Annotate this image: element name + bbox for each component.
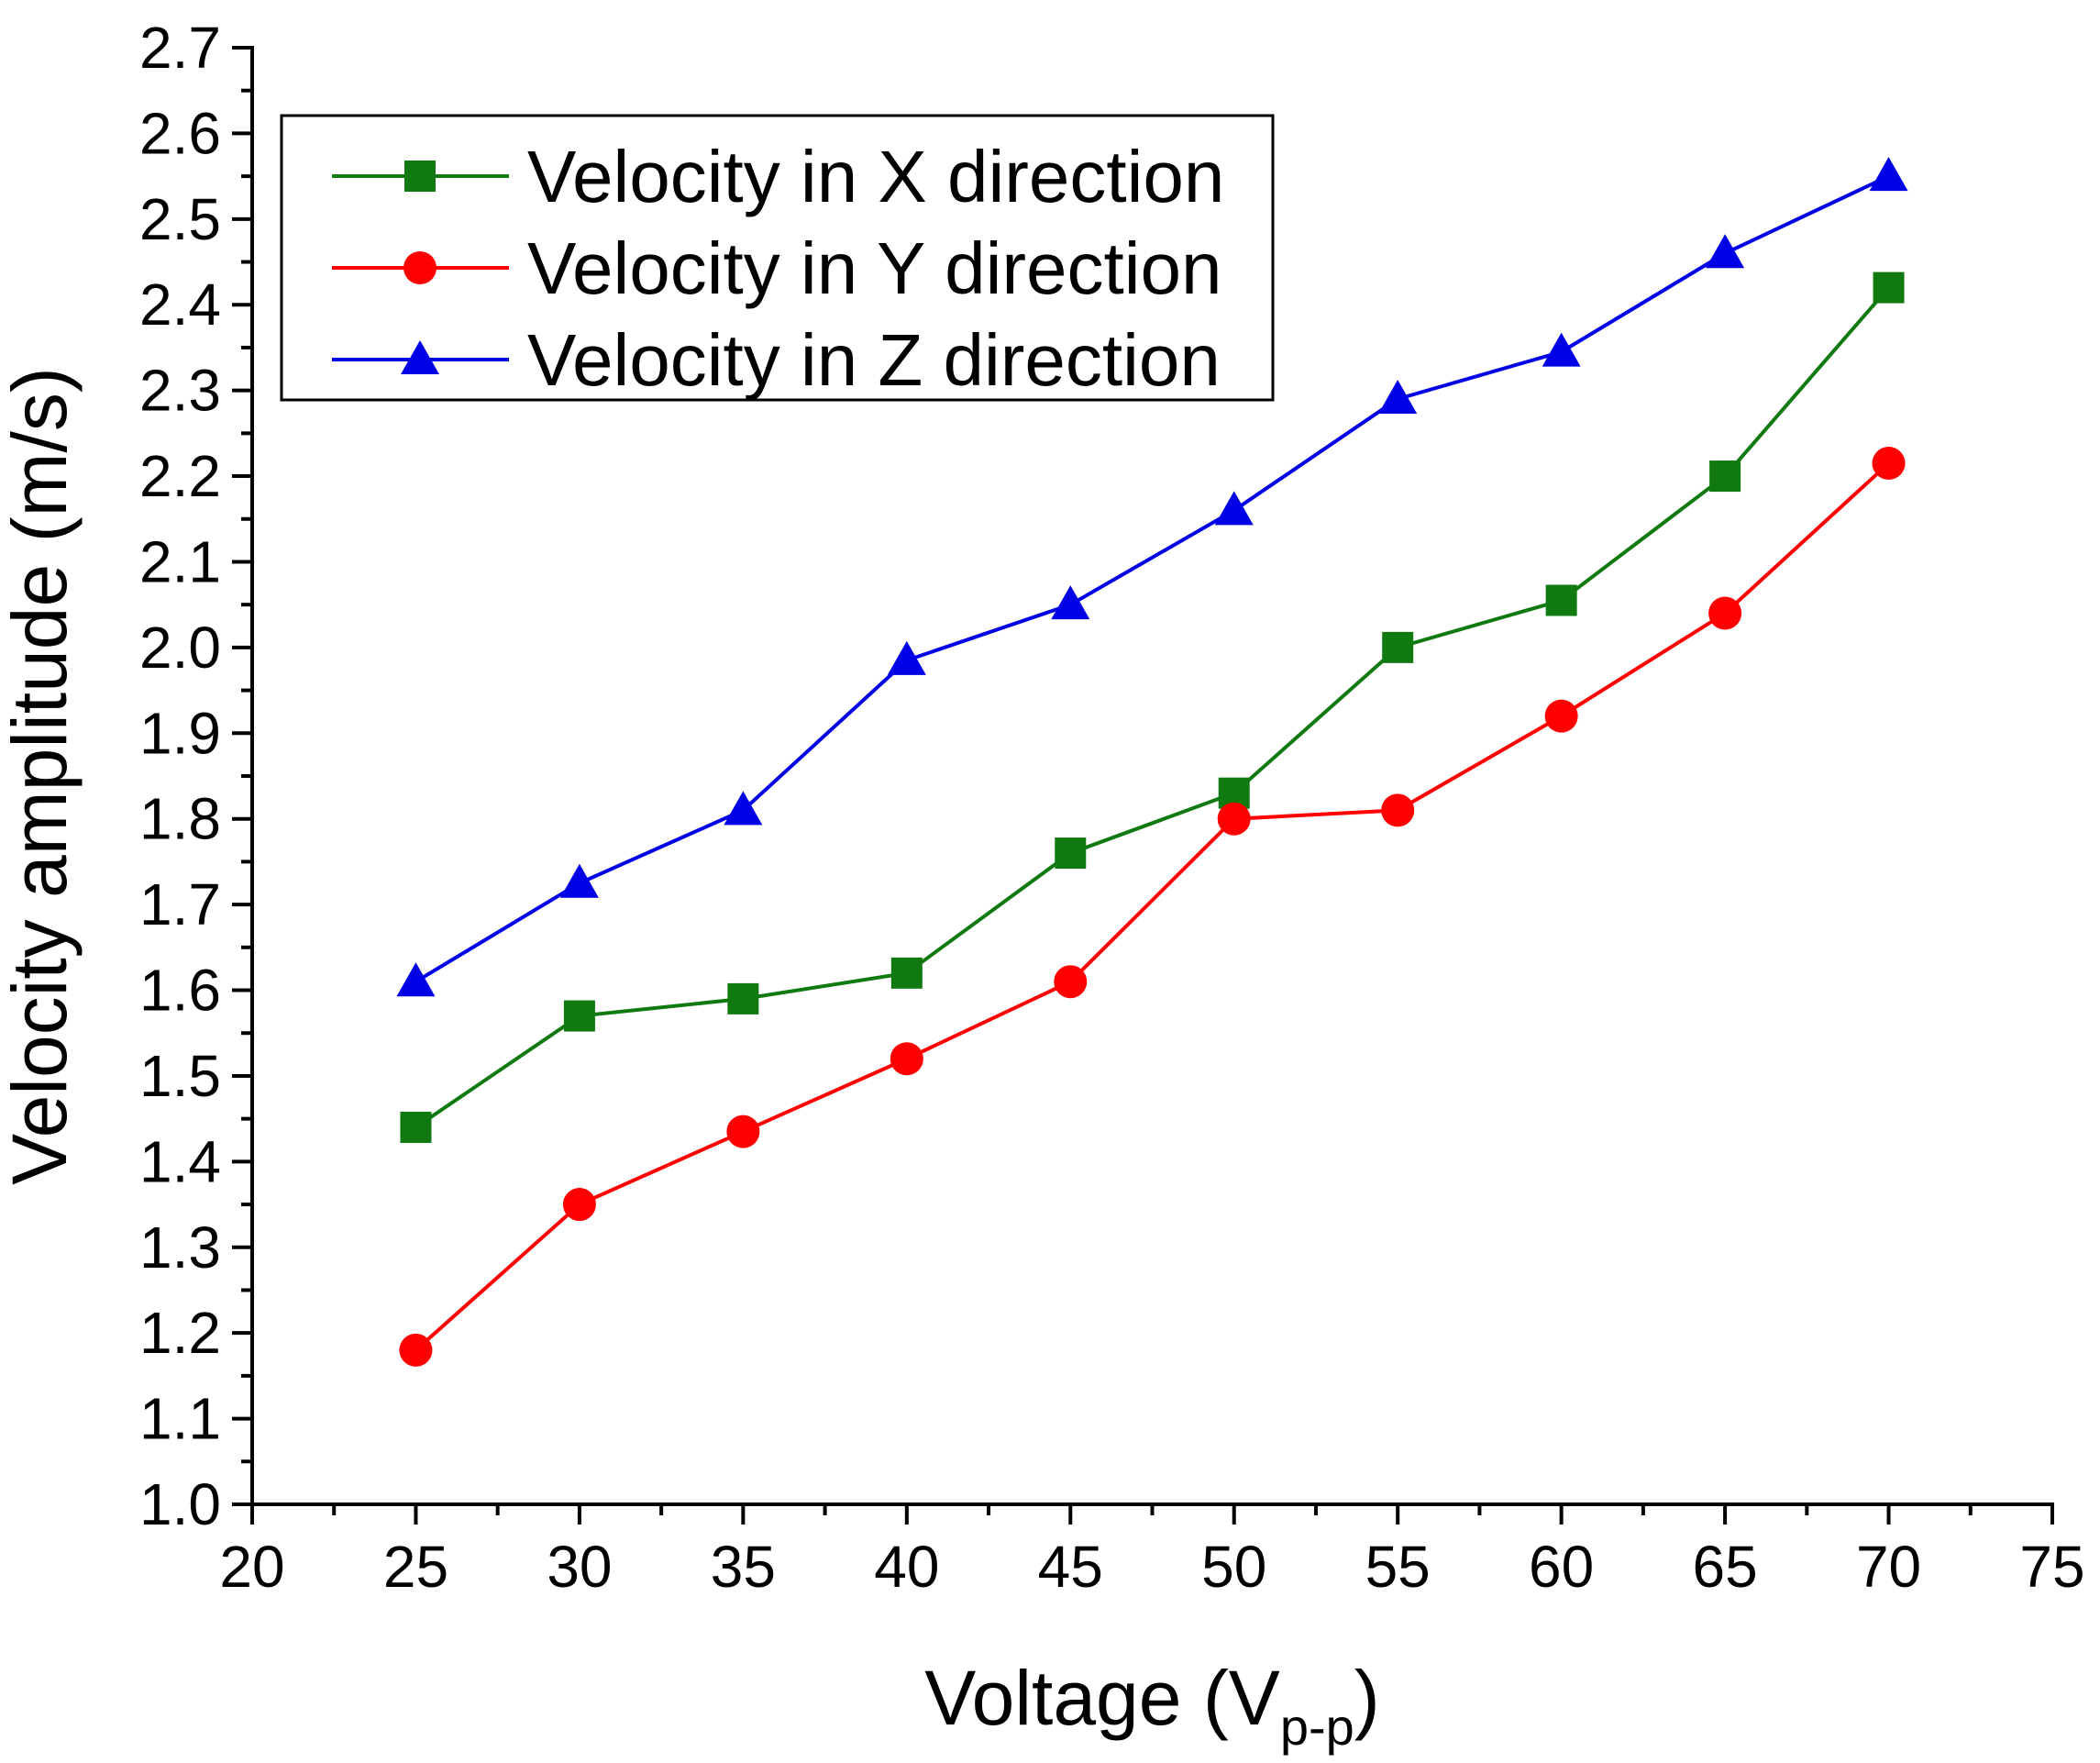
data-point bbox=[400, 1111, 432, 1143]
x-tick-label: 20 bbox=[219, 1534, 284, 1600]
data-point bbox=[1378, 379, 1418, 414]
series-square bbox=[400, 272, 1905, 1143]
data-point bbox=[1873, 272, 1905, 304]
legend-marker bbox=[403, 251, 437, 284]
x-tick-label: 30 bbox=[547, 1534, 612, 1600]
y-tick-label: 2.0 bbox=[139, 615, 221, 681]
data-point bbox=[727, 982, 759, 1015]
data-point bbox=[1872, 447, 1906, 481]
x-axis-title-close: ) bbox=[1354, 1655, 1380, 1741]
x-tick-label: 40 bbox=[874, 1534, 939, 1600]
data-point bbox=[1214, 491, 1254, 526]
y-tick-label: 2.4 bbox=[139, 272, 221, 338]
legend: Velocity in X direction Velocity in Y dir… bbox=[280, 114, 1275, 402]
legend-label: Velocity in X direction bbox=[527, 136, 1224, 217]
axes: 20 25 30 35 40 45 50 55 60 65 70 75 1.0 1.1 1.2 1.3 1.4 1… bbox=[139, 15, 2085, 1600]
y-tick-label: 2.7 bbox=[139, 15, 221, 81]
x-axis-title-subscript: p-p bbox=[1280, 1698, 1354, 1756]
x-tick-label: 75 bbox=[2019, 1534, 2084, 1600]
series-line bbox=[414, 286, 1891, 1129]
data-point bbox=[1544, 699, 1578, 733]
data-point bbox=[726, 1114, 760, 1148]
data-point bbox=[1382, 631, 1414, 663]
x-tick-label: 35 bbox=[711, 1534, 776, 1600]
legend-label: Velocity in Z direction bbox=[527, 319, 1221, 401]
y-tick-label: 2.5 bbox=[139, 186, 221, 252]
y-tick-label: 1.9 bbox=[139, 700, 221, 766]
data-point bbox=[1051, 585, 1090, 620]
x-tick-label: 55 bbox=[1365, 1534, 1431, 1600]
y-tick-label: 1.8 bbox=[139, 786, 221, 852]
y-tick-label: 2.1 bbox=[139, 528, 221, 594]
legend-marker bbox=[404, 161, 436, 192]
data-point bbox=[559, 863, 599, 898]
y-tick-label: 1.1 bbox=[139, 1386, 221, 1452]
y-tick-label: 2.3 bbox=[139, 358, 221, 424]
data-point bbox=[1542, 332, 1581, 367]
data-point bbox=[1869, 157, 1908, 192]
data-point bbox=[562, 1188, 596, 1222]
data-point bbox=[890, 957, 923, 989]
series-triangle bbox=[396, 157, 1908, 997]
data-point bbox=[724, 791, 763, 826]
y-tick-label: 1.7 bbox=[139, 871, 221, 937]
x-tick-label: 70 bbox=[1856, 1534, 1921, 1600]
x-tick-label: 60 bbox=[1529, 1534, 1594, 1600]
data-point bbox=[887, 640, 926, 675]
y-axis-title: Velocity amplitude (m/s) bbox=[0, 367, 83, 1185]
y-tick-label: 1.5 bbox=[139, 1043, 221, 1109]
data-point bbox=[563, 1000, 595, 1032]
y-tick-label: 2.6 bbox=[139, 100, 221, 166]
data-point bbox=[890, 1042, 923, 1076]
series-layer bbox=[396, 157, 1908, 1367]
y-tick-label: 1.2 bbox=[139, 1300, 221, 1366]
y-tick-label: 1.0 bbox=[139, 1471, 221, 1537]
data-point bbox=[1217, 802, 1251, 836]
data-point bbox=[1381, 793, 1415, 827]
legend-box bbox=[280, 114, 1275, 402]
data-point bbox=[396, 962, 436, 997]
series-circle bbox=[399, 447, 1906, 1367]
series-line bbox=[414, 461, 1890, 1352]
x-axis-title: Voltage (Vp-p) bbox=[924, 1655, 1380, 1756]
data-point bbox=[1708, 596, 1742, 630]
legend-marker bbox=[401, 340, 439, 374]
series-line bbox=[414, 174, 1890, 983]
data-point bbox=[1054, 965, 1088, 999]
data-point bbox=[1545, 584, 1577, 616]
y-tick-label: 1.3 bbox=[139, 1214, 221, 1281]
y-tick-label: 1.6 bbox=[139, 958, 221, 1024]
data-point bbox=[1055, 837, 1087, 870]
x-tick-label: 65 bbox=[1692, 1534, 1757, 1600]
legend-label: Velocity in Y direction bbox=[527, 227, 1222, 309]
data-point bbox=[399, 1333, 433, 1367]
x-tick-label: 25 bbox=[383, 1534, 448, 1600]
data-point bbox=[1706, 234, 1745, 269]
x-axis-title-main: Voltage (V bbox=[924, 1655, 1280, 1741]
x-tick-label: 45 bbox=[1038, 1534, 1103, 1600]
y-tick-label: 2.2 bbox=[139, 443, 221, 509]
data-point bbox=[1709, 460, 1741, 493]
y-tick-label: 1.4 bbox=[139, 1128, 221, 1194]
x-tick-label: 50 bbox=[1201, 1534, 1266, 1600]
